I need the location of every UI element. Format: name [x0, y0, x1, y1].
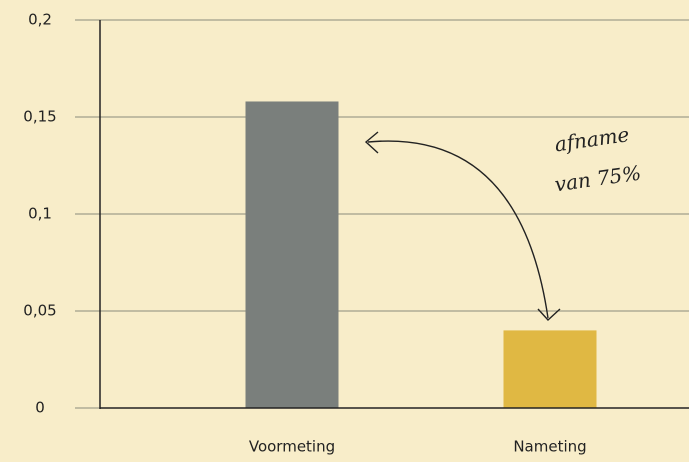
- arrow-head: [364, 131, 379, 154]
- y-tick-label: 0,2: [28, 11, 52, 29]
- y-tick-label: 0,15: [23, 108, 56, 126]
- bars: [245, 101, 597, 408]
- y-tick-label: 0,1: [28, 205, 52, 223]
- arrow-head: [537, 308, 561, 321]
- y-tick-label: 0,05: [23, 302, 56, 320]
- bar: [245, 101, 339, 408]
- bar: [503, 330, 597, 408]
- y-tick-label: 0: [35, 399, 45, 417]
- x-tick-label: Voormeting: [249, 438, 335, 456]
- x-tick-label: Nameting: [513, 438, 586, 456]
- annotation-arrow: [367, 140, 549, 319]
